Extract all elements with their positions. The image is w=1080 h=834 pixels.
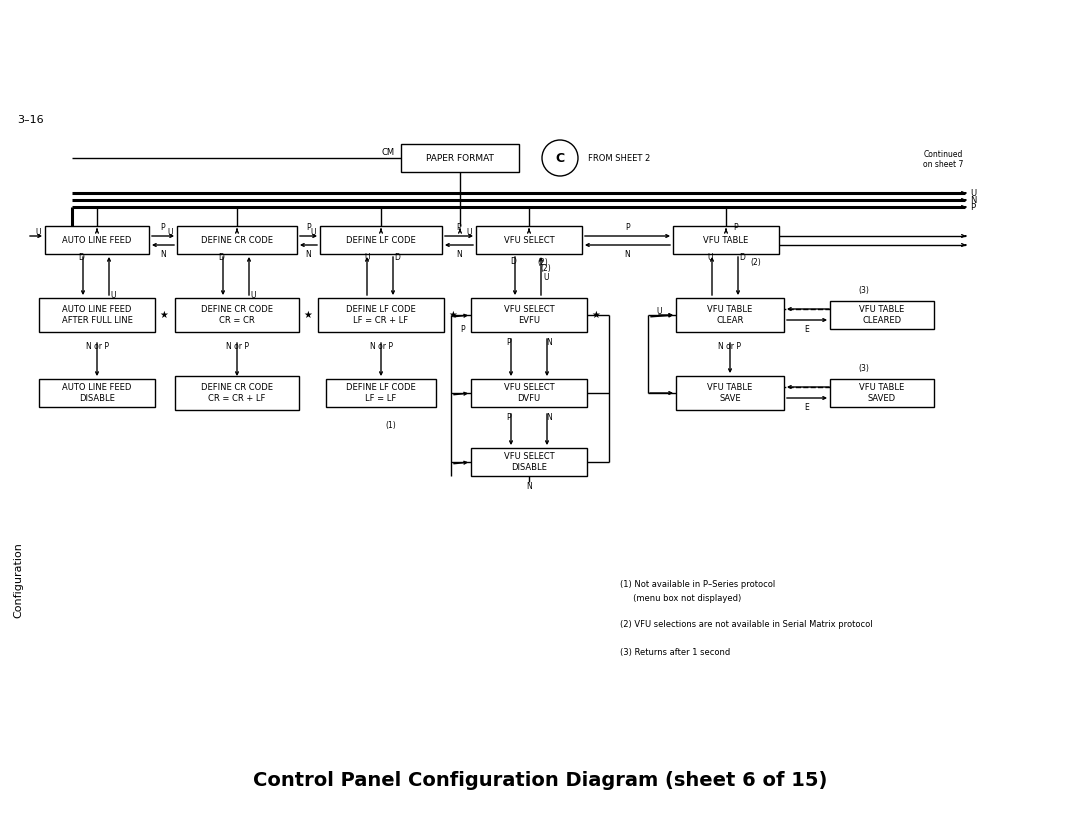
Text: N: N xyxy=(160,249,166,259)
Text: N: N xyxy=(624,249,631,259)
Text: D: D xyxy=(394,254,400,263)
Bar xyxy=(39,298,156,332)
Text: Continued
on sheet 7: Continued on sheet 7 xyxy=(922,150,963,169)
Text: VFU TABLE: VFU TABLE xyxy=(703,235,748,244)
Text: P: P xyxy=(161,223,165,232)
Text: D: D xyxy=(739,254,745,263)
Text: U: U xyxy=(657,307,662,315)
Text: D: D xyxy=(218,254,224,263)
Text: ★: ★ xyxy=(303,310,312,320)
Text: N: N xyxy=(546,338,552,346)
Text: DEFINE LF CODE: DEFINE LF CODE xyxy=(346,235,416,244)
Text: N: N xyxy=(546,413,552,421)
Text: PAPER FORMAT: PAPER FORMAT xyxy=(427,153,494,163)
Text: (1) Not available in P–Series protocol: (1) Not available in P–Series protocol xyxy=(620,580,775,589)
Text: U: U xyxy=(311,228,316,237)
Text: U: U xyxy=(167,228,173,237)
Bar xyxy=(177,226,297,254)
Text: U: U xyxy=(970,188,976,198)
Text: VFU TABLE
CLEAR: VFU TABLE CLEAR xyxy=(707,305,753,324)
Text: FROM SHEET 2: FROM SHEET 2 xyxy=(588,153,650,163)
Text: CM: CM xyxy=(382,148,395,157)
Text: N: N xyxy=(526,481,531,490)
Text: (3): (3) xyxy=(859,285,869,294)
Bar xyxy=(401,144,519,172)
Text: E: E xyxy=(805,403,809,411)
Text: P: P xyxy=(507,338,511,346)
Text: VFU TABLE
CLEARED: VFU TABLE CLEARED xyxy=(860,305,905,324)
Text: VFU TABLE
SAVE: VFU TABLE SAVE xyxy=(707,384,753,403)
Bar xyxy=(326,379,436,407)
Text: 3–16: 3–16 xyxy=(16,115,43,125)
Text: N: N xyxy=(456,249,462,259)
Text: D: D xyxy=(510,258,516,267)
Bar xyxy=(175,376,299,410)
Text: DEFINE LF CODE
LF = LF: DEFINE LF CODE LF = LF xyxy=(346,384,416,403)
Text: N: N xyxy=(306,249,311,259)
Bar xyxy=(471,298,588,332)
Bar xyxy=(831,301,934,329)
Bar xyxy=(831,379,934,407)
Text: (2) VFU selections are not available in Serial Matrix protocol: (2) VFU selections are not available in … xyxy=(620,620,873,629)
Text: VFU SELECT
DISABLE: VFU SELECT DISABLE xyxy=(503,452,554,472)
Text: P: P xyxy=(457,223,461,232)
Bar xyxy=(318,298,444,332)
Text: E: E xyxy=(805,324,809,334)
Text: D: D xyxy=(78,254,84,263)
Text: VFU SELECT: VFU SELECT xyxy=(503,235,554,244)
Bar xyxy=(476,226,582,254)
Text: P: P xyxy=(733,223,739,232)
Bar xyxy=(45,226,149,254)
Bar xyxy=(39,379,156,407)
Text: U: U xyxy=(364,254,369,263)
Text: N or P: N or P xyxy=(718,341,742,350)
Text: DEFINE LF CODE
LF = CR + LF: DEFINE LF CODE LF = CR + LF xyxy=(346,305,416,324)
Text: (1): (1) xyxy=(386,420,396,430)
Text: P: P xyxy=(971,203,975,212)
Text: VFU SELECT
DVFU: VFU SELECT DVFU xyxy=(503,384,554,403)
Bar xyxy=(676,376,784,410)
Text: U: U xyxy=(543,273,549,282)
Text: N or P: N or P xyxy=(85,341,108,350)
Text: U: U xyxy=(251,290,256,299)
Text: DEFINE CR CODE
CR = CR: DEFINE CR CODE CR = CR xyxy=(201,305,273,324)
Text: (2): (2) xyxy=(751,258,761,267)
Text: ★: ★ xyxy=(448,310,457,320)
Text: N or P: N or P xyxy=(226,341,248,350)
Text: C: C xyxy=(555,152,565,164)
Text: P: P xyxy=(507,413,511,421)
Text: (3): (3) xyxy=(859,364,869,373)
Text: ★: ★ xyxy=(160,310,168,320)
Text: P: P xyxy=(460,324,465,334)
Text: U: U xyxy=(467,228,472,237)
Text: VFU TABLE
SAVED: VFU TABLE SAVED xyxy=(860,384,905,403)
Text: AUTO LINE FEED
DISABLE: AUTO LINE FEED DISABLE xyxy=(63,384,132,403)
Text: Control Panel Configuration Diagram (sheet 6 of 15): Control Panel Configuration Diagram (she… xyxy=(253,771,827,790)
Bar xyxy=(673,226,779,254)
Text: AUTO LINE FEED
AFTER FULL LINE: AUTO LINE FEED AFTER FULL LINE xyxy=(62,305,133,324)
Text: VFU SELECT
EVFU: VFU SELECT EVFU xyxy=(503,305,554,324)
Text: (menu box not displayed): (menu box not displayed) xyxy=(620,594,741,603)
Text: P: P xyxy=(625,223,630,232)
Text: Configuration: Configuration xyxy=(13,542,23,618)
Text: (3) Returns after 1 second: (3) Returns after 1 second xyxy=(620,648,730,657)
Bar xyxy=(676,298,784,332)
Text: ★: ★ xyxy=(592,310,600,320)
Text: N or P: N or P xyxy=(369,341,392,350)
Text: N: N xyxy=(970,195,976,204)
Bar xyxy=(471,448,588,476)
Text: DEFINE CR CODE
CR = CR + LF: DEFINE CR CODE CR = CR + LF xyxy=(201,384,273,403)
Text: DEFINE CR CODE: DEFINE CR CODE xyxy=(201,235,273,244)
Text: AUTO LINE FEED: AUTO LINE FEED xyxy=(63,235,132,244)
Bar xyxy=(471,379,588,407)
Text: U: U xyxy=(110,290,116,299)
Text: (2): (2) xyxy=(538,258,549,267)
Text: U: U xyxy=(707,254,713,263)
Text: P: P xyxy=(307,223,311,232)
Bar xyxy=(175,298,299,332)
Circle shape xyxy=(542,140,578,176)
Text: U: U xyxy=(36,228,41,237)
Bar xyxy=(320,226,442,254)
Text: (2): (2) xyxy=(541,264,552,273)
